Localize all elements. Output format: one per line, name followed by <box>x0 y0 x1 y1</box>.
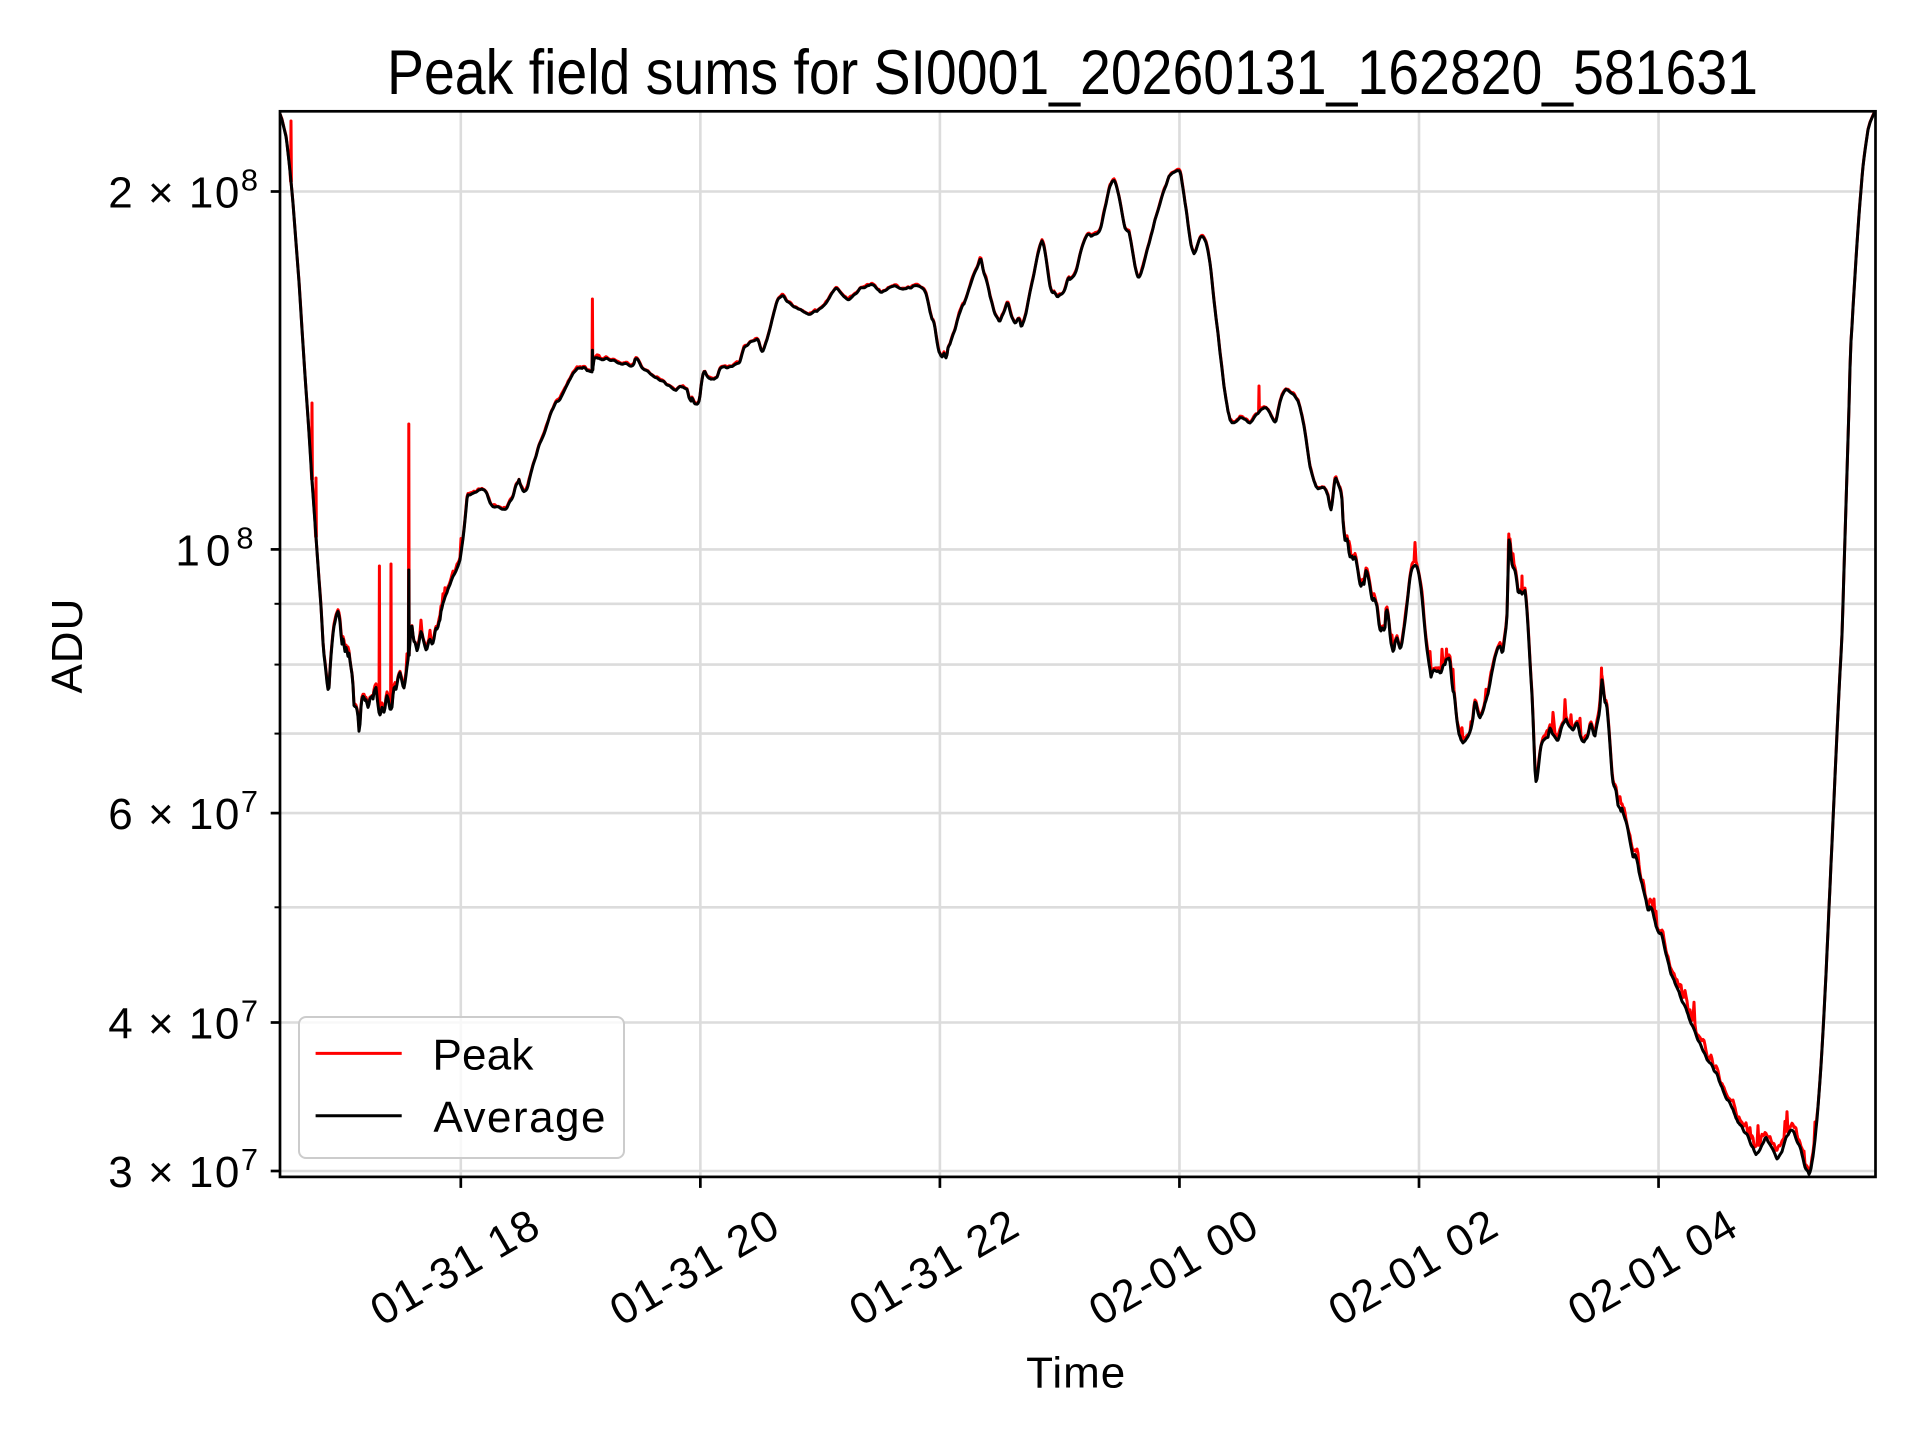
svg-text:4 × 107: 4 × 107 <box>108 994 259 1049</box>
svg-text:Peak field sums for SI0001_202: Peak field sums for SI0001_20260131_1628… <box>387 38 1758 108</box>
svg-text:3 × 107: 3 × 107 <box>108 1142 259 1197</box>
svg-text:Peak: Peak <box>433 1030 535 1079</box>
svg-text:2 × 108: 2 × 108 <box>108 163 259 218</box>
svg-text:6 × 107: 6 × 107 <box>108 784 259 839</box>
svg-text:ADU: ADU <box>43 598 92 694</box>
svg-text:Time: Time <box>1026 1349 1126 1398</box>
svg-text:Average: Average <box>433 1093 607 1142</box>
